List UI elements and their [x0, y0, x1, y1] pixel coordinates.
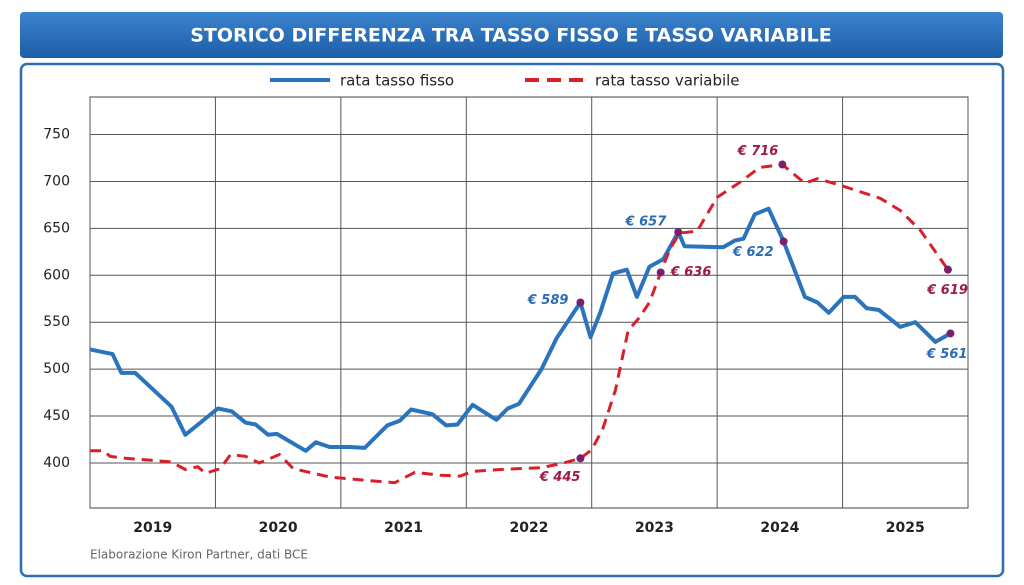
point-marker [576, 454, 585, 463]
y-tick-label: 500 [43, 361, 70, 377]
y-tick-label: 700 [43, 173, 70, 189]
header-bar [20, 12, 1003, 58]
annotation: € 636 [670, 265, 712, 280]
y-tick-label: 400 [43, 455, 70, 471]
x-tick-label: 2021 [384, 520, 423, 536]
series-line [90, 163, 950, 485]
point-marker [656, 268, 665, 277]
legend-label: rata tasso fisso [340, 72, 454, 90]
legend-label: rata tasso variabile [595, 72, 740, 90]
point-marker [943, 265, 952, 274]
annotation: € 445 [539, 470, 581, 485]
point-marker [779, 237, 788, 246]
series-line [89, 206, 952, 453]
point-marker [778, 160, 787, 169]
x-tick-label: 2024 [760, 520, 799, 536]
chart-title: STORICO DIFFERENZA TRA TASSO FISSO E TAS… [190, 25, 832, 47]
y-tick-label: 750 [43, 127, 70, 143]
annotation: € 657 [625, 215, 668, 230]
annotation: € 561 [926, 347, 968, 362]
y-tick-label: 450 [43, 408, 70, 424]
y-tick-label: 600 [43, 267, 70, 283]
annotation: € 619 [926, 283, 968, 298]
y-tick-label: 550 [43, 314, 70, 330]
annotation: € 589 [527, 293, 569, 308]
x-tick-label: 2023 [635, 520, 674, 536]
source-note: Elaborazione Kiron Partner, dati BCE [90, 548, 308, 562]
chart-panel [19, 62, 1005, 578]
x-tick-label: 2020 [259, 520, 298, 536]
annotation: € 716 [737, 144, 779, 159]
y-tick-label: 650 [43, 220, 70, 236]
annotation: € 622 [732, 245, 774, 260]
point-marker [576, 298, 585, 307]
x-tick-label: 2025 [886, 520, 925, 536]
x-tick-label: 2019 [133, 520, 172, 536]
point-marker [674, 228, 683, 237]
point-marker [946, 329, 955, 338]
x-tick-label: 2022 [510, 520, 549, 536]
